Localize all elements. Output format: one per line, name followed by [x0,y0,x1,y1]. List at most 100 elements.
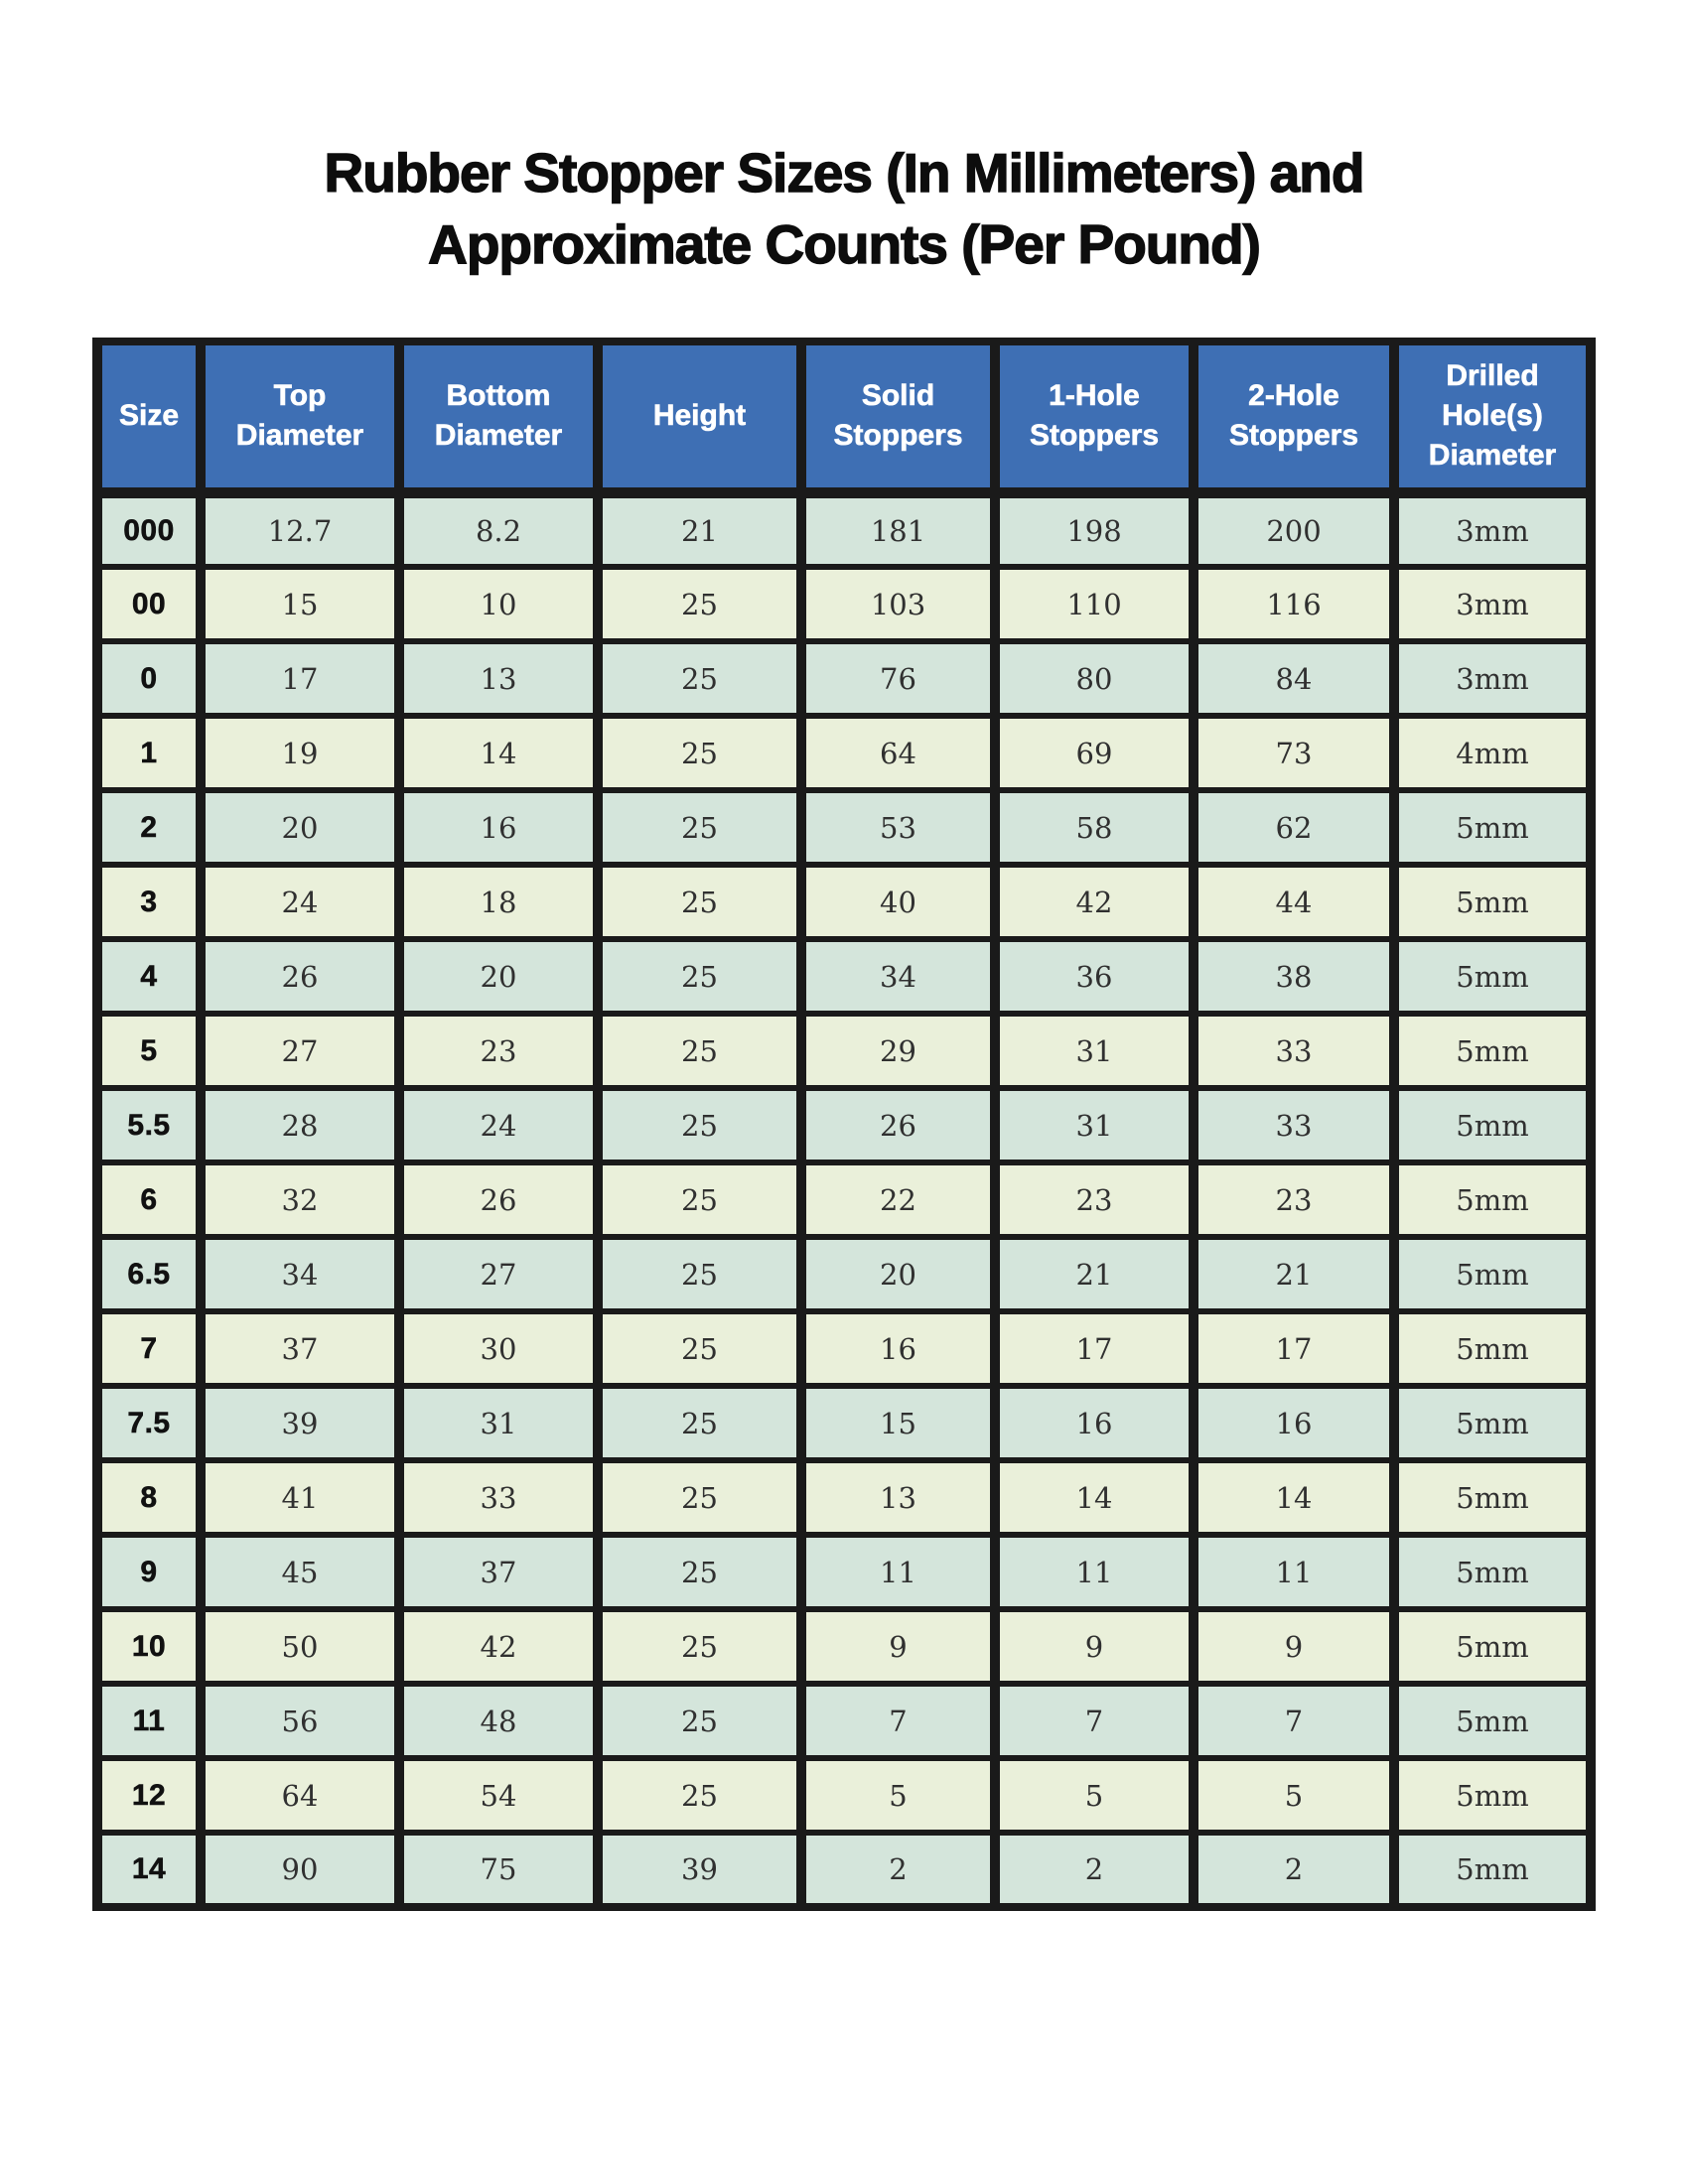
page-title: Rubber Stopper Sizes (In Millimeters) an… [0,0,1688,280]
data-cell: 5mm [1389,1160,1596,1240]
data-cell: 42 [394,1606,603,1687]
data-cell: 25 [593,1011,806,1091]
size-cell: 7.5 [92,1383,206,1463]
data-cell: 90 [196,1830,404,1910]
data-cell: 25 [593,713,806,793]
data-cell: 14 [394,713,603,793]
data-cell: 69 [990,713,1198,793]
data-cell: 3mm [1389,564,1596,644]
data-cell: 25 [593,936,806,1017]
data-cell: 5mm [1389,1532,1596,1612]
page-title-line-2: Approximate Counts (Per Pound) [427,212,1261,275]
data-cell: 110 [990,564,1198,644]
data-cell: 5mm [1389,862,1596,942]
data-cell: 5mm [1389,1234,1596,1314]
size-cell: 10 [92,1606,206,1687]
data-cell: 5 [1189,1755,1399,1836]
table-row: 5 27 23 25 29 31 33 5mm [92,1011,1596,1091]
size-cell: 5.5 [92,1085,206,1165]
size-cell: 14 [92,1830,206,1910]
data-cell: 16 [1189,1383,1399,1463]
table-body: 000 12.7 8.2 21 181 198 200 3mm 00 15 10 25 103 110 11… [92,489,1596,1910]
size-cell: 11 [92,1681,206,1761]
data-cell: 26 [796,1085,1000,1165]
data-cell: 5mm [1389,1755,1596,1836]
data-cell: 32 [196,1160,404,1240]
table-row: 1 19 14 25 64 69 73 4mm [92,713,1596,793]
table-row: 12 64 54 25 5 5 5 5mm [92,1755,1596,1836]
data-cell: 3mm [1389,638,1596,719]
data-cell: 75 [394,1830,603,1910]
data-cell: 41 [196,1457,404,1538]
data-cell: 26 [196,936,404,1017]
data-cell: 13 [796,1457,1000,1538]
data-cell: 198 [990,489,1198,570]
data-cell: 25 [593,862,806,942]
data-cell: 34 [796,936,1000,1017]
data-cell: 13 [394,638,603,719]
data-cell: 25 [593,1681,806,1761]
table-row: 6 32 26 25 22 23 23 5mm [92,1160,1596,1240]
data-cell: 15 [796,1383,1000,1463]
size-cell: 7 [92,1308,206,1389]
table-row: 3 24 18 25 40 42 44 5mm [92,862,1596,942]
data-cell: 64 [796,713,1000,793]
data-cell: 2 [1189,1830,1399,1910]
data-cell: 21 [593,489,806,570]
data-cell: 23 [1189,1160,1399,1240]
data-cell: 37 [394,1532,603,1612]
data-cell: 45 [196,1532,404,1612]
column-header: Height [593,339,806,498]
size-cell: 00 [92,564,206,644]
table-row: 000 12.7 8.2 21 181 198 200 3mm [92,489,1596,570]
data-cell: 76 [796,638,1000,719]
data-cell: 84 [1189,638,1399,719]
size-cell: 8 [92,1457,206,1538]
data-cell: 18 [394,862,603,942]
data-cell: 58 [990,787,1198,868]
data-cell: 37 [196,1308,404,1389]
data-cell: 15 [196,564,404,644]
data-cell: 24 [196,862,404,942]
data-cell: 21 [1189,1234,1399,1314]
size-cell: 2 [92,787,206,868]
data-cell: 103 [796,564,1000,644]
data-cell: 19 [196,713,404,793]
data-cell: 7 [796,1681,1000,1761]
table-header: Size Top Diameter Bottom Diameter Height Sol… [92,339,1596,498]
table-row: 6.5 34 27 25 20 21 21 5mm [92,1234,1596,1314]
data-cell: 23 [990,1160,1198,1240]
data-cell: 5mm [1389,1606,1596,1687]
data-cell: 25 [593,564,806,644]
data-cell: 29 [796,1011,1000,1091]
data-cell: 5mm [1389,1830,1596,1910]
table-row: 7 37 30 25 16 17 17 5mm [92,1308,1596,1389]
data-cell: 7 [1189,1681,1399,1761]
data-cell: 5mm [1389,1085,1596,1165]
data-cell: 11 [1189,1532,1399,1612]
data-cell: 27 [394,1234,603,1314]
data-cell: 50 [196,1606,404,1687]
data-cell: 25 [593,1085,806,1165]
data-cell: 73 [1189,713,1399,793]
data-cell: 16 [990,1383,1198,1463]
size-cell: 4 [92,936,206,1017]
data-cell: 48 [394,1681,603,1761]
data-cell: 31 [394,1383,603,1463]
table-row: 9 45 37 25 11 11 11 5mm [92,1532,1596,1612]
data-cell: 8.2 [394,489,603,570]
data-cell: 27 [196,1011,404,1091]
data-cell: 53 [796,787,1000,868]
data-cell: 26 [394,1160,603,1240]
data-cell: 31 [990,1011,1198,1091]
column-header: 2-Hole Stoppers [1189,339,1399,498]
data-cell: 42 [990,862,1198,942]
data-cell: 39 [196,1383,404,1463]
data-cell: 39 [593,1830,806,1910]
data-cell: 80 [990,638,1198,719]
data-cell: 9 [990,1606,1198,1687]
data-cell: 4mm [1389,713,1596,793]
data-cell: 36 [990,936,1198,1017]
column-header: 1-Hole Stoppers [990,339,1198,498]
data-cell: 9 [1189,1606,1399,1687]
